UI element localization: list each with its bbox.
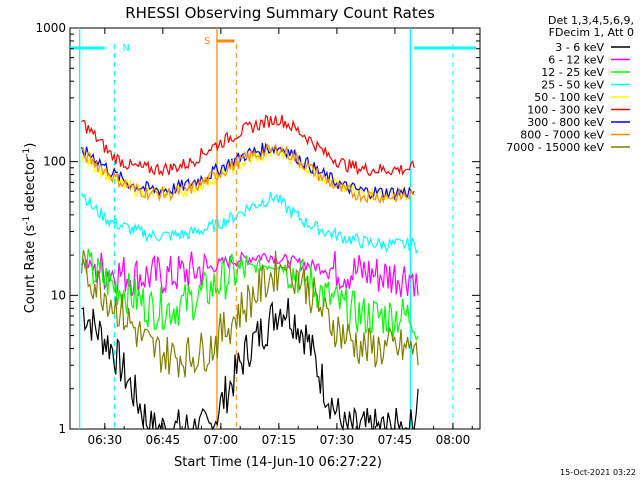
legend-label-0: 3 - 6 keV — [555, 41, 604, 54]
x-axis-label: Start Time (14-Jun-10 06:27:22) — [174, 455, 382, 470]
x-tick-label-5: 07:45 — [378, 433, 413, 447]
legend-label-3: 25 - 50 keV — [541, 79, 604, 92]
y-axis-label: Count Rate (s-1 detector-1) — [22, 143, 38, 314]
legend-label-8: 7000 - 15000 keV — [506, 141, 604, 154]
x-tick-label-1: 06:45 — [146, 433, 181, 447]
y-axis: 1 10 100 1000 — [35, 21, 480, 436]
series-line-5 — [81, 114, 415, 177]
n-label: N — [122, 43, 129, 54]
legend-label-4: 50 - 100 keV — [534, 91, 604, 104]
legend-label-5: 100 - 300 keV — [527, 104, 604, 117]
y-axis-label-end: ) — [23, 143, 38, 148]
y-tick-label-2: 100 — [43, 155, 66, 169]
x-tick-label-2: 07:00 — [204, 433, 239, 447]
series-line-1 — [81, 250, 419, 298]
y-axis-label-sup: -1 — [22, 216, 32, 225]
legend-label-2: 12 - 25 keV — [541, 66, 604, 79]
y-axis-label-sup2: -1 — [22, 148, 32, 157]
y-tick-label-3: 1000 — [35, 21, 66, 35]
plot-frame — [69, 27, 481, 430]
legend-header-0: Det 1,3,4,5,6,9, — [548, 14, 634, 27]
series-line-2 — [81, 248, 419, 342]
y-tick-label-1: 10 — [51, 288, 66, 302]
x-tick-label-4: 07:30 — [320, 433, 355, 447]
legend-label-1: 6 - 12 keV — [548, 54, 604, 67]
series-line-8 — [81, 249, 419, 378]
y-axis-label-part: Count Rate (s — [23, 225, 38, 314]
y-tick-label-0: 1 — [58, 422, 66, 436]
x-tick-label-6: 08:00 — [436, 433, 471, 447]
footer-date: 15-Oct-2021 03:22 — [560, 468, 636, 477]
legend-header-1: FDecim 1, Att 0 — [549, 26, 634, 39]
s-label: S — [204, 36, 210, 47]
chart-title: RHESSI Observing Summary Count Rates — [125, 4, 435, 22]
series-line-7 — [81, 143, 415, 204]
series-line-0 — [81, 298, 419, 432]
x-axis: 06:30 06:45 07:00 07:15 07:30 07:45 08:00 — [88, 28, 473, 447]
legend-label-6: 300 - 800 keV — [527, 116, 604, 129]
legend-label-7: 800 - 7000 keV — [520, 129, 604, 142]
legend: Det 1,3,4,5,6,9,FDecim 1, Att 0 3 - 6 keV… — [506, 14, 634, 154]
plot-area: NS — [69, 27, 481, 432]
x-tick-label-0: 06:30 — [88, 433, 123, 447]
x-tick-label-3: 07:15 — [262, 433, 297, 447]
y-axis-label-mid: detector — [23, 156, 38, 216]
series-line-3 — [81, 192, 419, 255]
